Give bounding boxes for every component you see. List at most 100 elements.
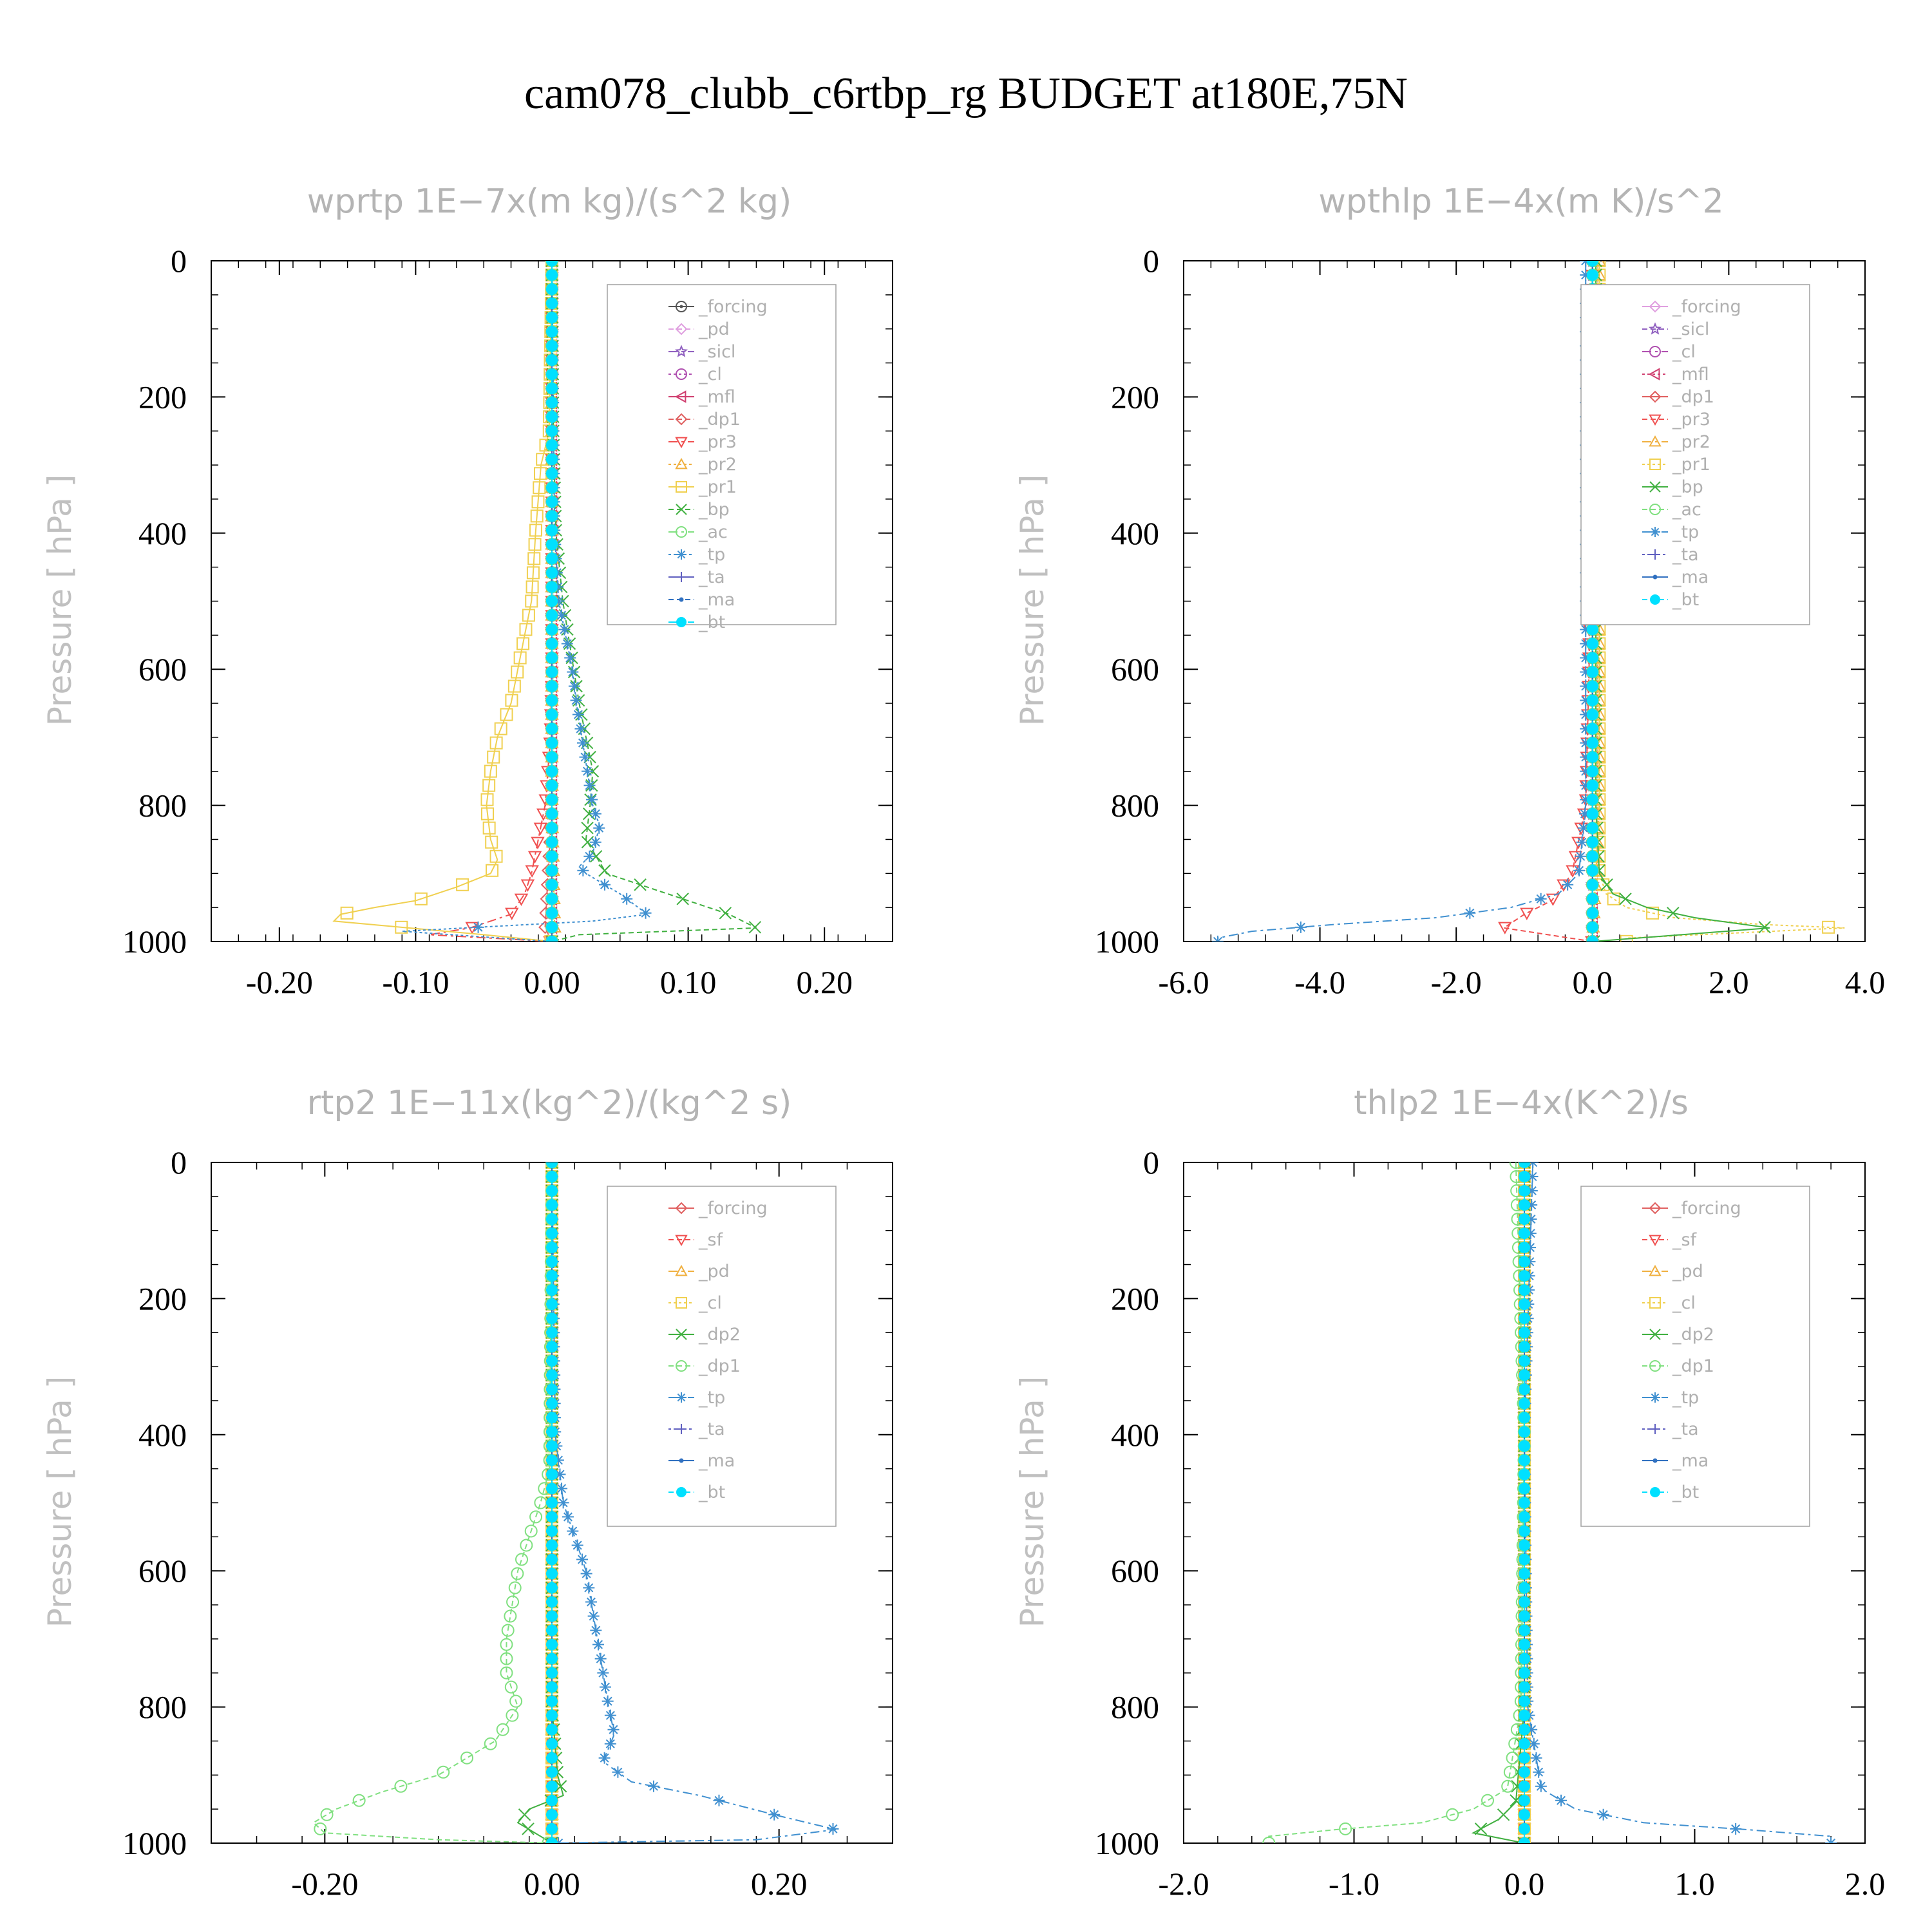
data-point — [1506, 1751, 1519, 1765]
legend-label: _ta — [1672, 545, 1699, 565]
data-point — [546, 907, 558, 919]
legend-label: _forcing — [698, 297, 768, 317]
data-point — [1474, 1823, 1488, 1835]
legend-marker — [1649, 459, 1661, 470]
y-tick-label: 600 — [138, 651, 187, 687]
legend-item: _ta — [668, 567, 725, 587]
legend-label: _sicl — [698, 342, 735, 362]
data-point — [1580, 269, 1592, 281]
legend-label: _tp — [698, 1388, 725, 1408]
data-point — [568, 680, 580, 692]
data-point — [546, 1525, 558, 1537]
data-point — [546, 708, 558, 721]
series-group — [1262, 1162, 1837, 1843]
data-point — [546, 340, 558, 352]
data-point — [1580, 666, 1592, 678]
panel-thlp2: thlp2 1E−4x(K^2)/s Pressure [ hPa ] -2.0… — [1014, 1084, 1885, 1902]
data-point — [525, 865, 539, 878]
legend-box — [607, 1186, 837, 1527]
legend-marker — [1649, 1360, 1661, 1372]
series-dp1 — [312, 1162, 558, 1843]
legend: _forcing _sf _pd _cl _dp2 _dp1 _tp _ta _ma _bt — [1580, 1186, 1810, 1527]
legend: _forcing_pd _sicl _cl _mfl _dp1_pr3 _pr2_pr1 _… — [607, 284, 837, 632]
data-point — [1586, 261, 1598, 267]
data-point — [552, 581, 564, 593]
data-point — [546, 1284, 558, 1296]
data-point — [546, 1341, 558, 1353]
data-point — [1530, 1752, 1542, 1764]
data-point — [1519, 1412, 1530, 1424]
data-point — [1519, 1199, 1530, 1211]
legend-item: _bt — [668, 1482, 725, 1502]
data-point — [1519, 1553, 1530, 1566]
data-point — [500, 1666, 513, 1680]
series-tp — [1211, 261, 1592, 942]
data-point — [567, 1525, 579, 1537]
legend-item: _ma — [668, 590, 735, 610]
data-point — [546, 921, 558, 933]
legend-marker — [676, 526, 687, 538]
data-point — [1580, 793, 1592, 806]
legend-label: _forcing — [1672, 297, 1741, 317]
data-point — [1519, 1624, 1530, 1636]
data-point — [592, 1638, 604, 1651]
panel-title: rtp2 1E−11x(kg^2)/(kg^2 s) — [307, 1084, 792, 1122]
legend: _forcing _sf _pd _cl _dp2 _dp1 _tp _ta _ma _bt — [607, 1186, 837, 1527]
legend-marker — [1649, 1329, 1661, 1340]
x-tick-label: -4.0 — [1294, 964, 1345, 1000]
data-point — [1586, 921, 1598, 933]
data-point — [639, 907, 652, 919]
data-point — [525, 594, 538, 608]
legend-item: _pr3 — [668, 432, 737, 452]
data-point — [1519, 1355, 1530, 1367]
legend-label: _forcing — [1672, 1198, 1741, 1218]
data-point — [546, 1440, 558, 1452]
data-point — [1519, 1369, 1530, 1381]
legend-marker — [1650, 1424, 1660, 1434]
data-point — [1519, 1256, 1530, 1268]
data-point — [394, 1779, 408, 1793]
data-point — [546, 1808, 558, 1821]
legend-label: _pr1 — [1672, 455, 1710, 475]
data-point — [484, 764, 497, 778]
legend-label: _tp — [1672, 1388, 1699, 1408]
data-point — [1519, 1667, 1530, 1679]
x-tick-label: -1.0 — [1329, 1866, 1379, 1902]
data-point — [1509, 1162, 1522, 1169]
y-tick-label: 1000 — [1095, 1825, 1159, 1861]
legend-marker — [676, 301, 687, 312]
data-point — [527, 851, 542, 864]
data-point — [827, 1823, 839, 1835]
data-point — [1580, 779, 1592, 791]
legend-label: _bt — [1672, 590, 1699, 610]
data-point — [546, 638, 558, 650]
data-point — [1586, 723, 1598, 735]
data-point — [546, 312, 558, 324]
legend-marker — [1649, 414, 1662, 426]
legend: _forcing_sicl _cl _mfl _dp1 _pr3_pr2 _pr1_bp _… — [1580, 284, 1810, 625]
y-tick-label: 0 — [171, 243, 187, 279]
legend-item: _forcing — [1642, 1198, 1741, 1218]
legend-item: _cl — [668, 1293, 722, 1313]
data-point — [570, 694, 582, 706]
data-point — [748, 921, 762, 934]
data-point — [1519, 1808, 1530, 1821]
legend-marker — [1650, 1392, 1660, 1403]
data-point — [1535, 893, 1547, 905]
panel-wprtp: wprtp 1E−7x(m kg)/(s^2 kg) Pressure [ hP… — [41, 182, 893, 1000]
data-point — [713, 1794, 725, 1806]
data-point — [604, 1738, 616, 1750]
legend-item: _ma — [1642, 567, 1709, 587]
legend-item: _dp2 — [668, 1325, 741, 1345]
data-point — [529, 1510, 543, 1524]
data-point — [1575, 850, 1587, 862]
data-point — [1546, 893, 1560, 906]
data-point — [533, 481, 546, 495]
data-point — [1524, 1242, 1537, 1254]
data-point — [1519, 1298, 1530, 1311]
series-line — [1217, 261, 1587, 939]
legend-marker — [676, 572, 687, 582]
legend-item: _forcing — [1642, 297, 1741, 317]
legend-marker — [676, 1487, 687, 1497]
data-point — [1519, 1312, 1530, 1325]
